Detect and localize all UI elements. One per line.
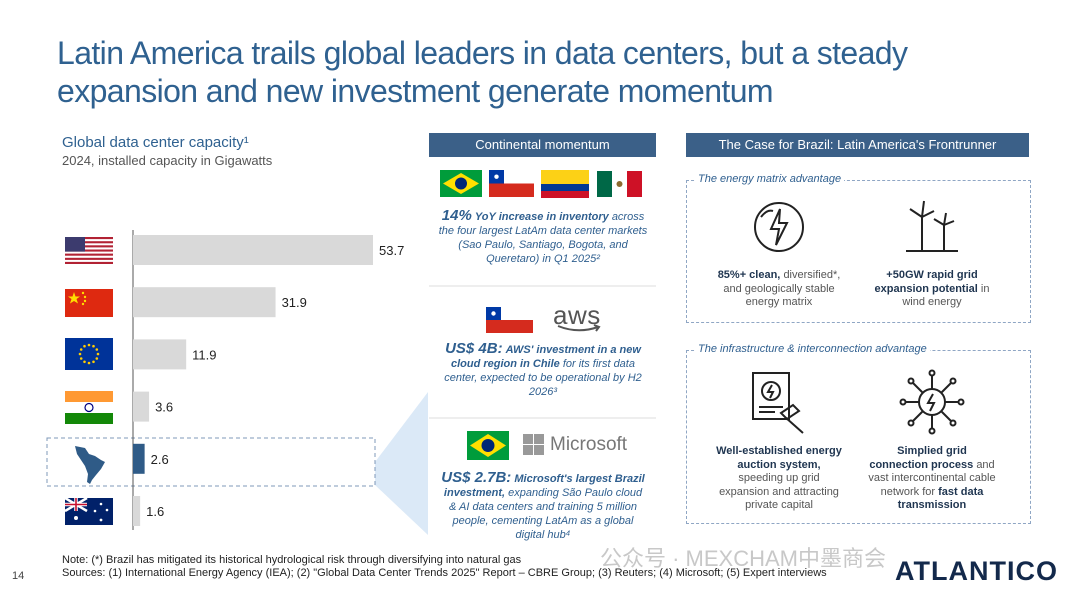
energy-icon bbox=[754, 202, 804, 252]
wind-icon bbox=[906, 200, 958, 252]
chart-title: Global data center capacity¹ bbox=[62, 134, 249, 151]
data-label: 3.6 bbox=[155, 400, 173, 415]
sources: Sources: (1) International Energy Agency… bbox=[62, 567, 827, 579]
watermark: 公众号 · MEXCHAM中墨商会 bbox=[600, 546, 887, 571]
bar bbox=[133, 235, 373, 265]
text: speeding up grid expansion and attractin… bbox=[719, 472, 839, 511]
flag-colombia bbox=[541, 170, 589, 198]
flag-india bbox=[65, 391, 113, 424]
panel-text: US$ 4B: AWS' investment in a new cloud r… bbox=[437, 340, 649, 399]
flag-eu bbox=[65, 338, 113, 370]
flag-china bbox=[65, 289, 113, 317]
text: diversified*, and geologically stable en… bbox=[723, 269, 841, 308]
box-label: The infrastructure & interconnection adv… bbox=[695, 343, 930, 355]
logo: ATLANTICO bbox=[895, 556, 1058, 586]
bold-text: fast data transmission bbox=[897, 485, 984, 512]
title-line: expansion and new investment generate mo… bbox=[57, 73, 774, 109]
connector bbox=[375, 392, 428, 535]
bar bbox=[133, 391, 150, 422]
data-label: 11.9 bbox=[192, 347, 216, 362]
text: in wind energy bbox=[902, 282, 990, 309]
advantage-box: The energy matrix advantage 85%+ clean, … bbox=[686, 173, 1031, 323]
data-label: 53.7 bbox=[379, 243, 404, 258]
panel-header: The Case for Brazil: Latin America's Fro… bbox=[686, 133, 1029, 157]
data-label: 31.9 bbox=[282, 295, 307, 310]
aws-logo: aws bbox=[553, 300, 601, 330]
chart: 53.7 31.9 11.9 3.6 2.6 1.6 bbox=[46, 230, 428, 535]
text: for its first data center, expected to b… bbox=[444, 358, 642, 398]
panel-header: Continental momentum bbox=[429, 133, 656, 157]
flags bbox=[429, 170, 656, 460]
data-label: 1.6 bbox=[146, 504, 164, 519]
lead: US$ 4B: bbox=[445, 340, 503, 357]
title-line: Latin America trails global leaders in d… bbox=[57, 35, 908, 71]
flag-chile bbox=[489, 170, 534, 197]
flag-brazil bbox=[440, 170, 482, 197]
bold-text: Simplied grid connection process bbox=[869, 445, 974, 471]
auction-icon bbox=[752, 372, 804, 434]
box-label: The energy matrix advantage bbox=[695, 173, 845, 185]
flag-latam bbox=[75, 446, 105, 484]
bold-text: AWS' investment in a new cloud region in… bbox=[451, 344, 641, 370]
bar bbox=[133, 443, 145, 474]
text: expanding São Paulo cloud & AI data cent… bbox=[449, 487, 643, 541]
panel-text: 14% YoY increase in inventory across the… bbox=[433, 207, 653, 266]
flag-mexico bbox=[597, 171, 642, 197]
bold-text: Well-established energy auction system, bbox=[716, 445, 842, 471]
microsoft-icon bbox=[523, 434, 544, 455]
advantage-text: 85%+ clean, diversified*, and geological… bbox=[714, 269, 844, 310]
network-icon bbox=[899, 369, 965, 435]
advantage-text: Well-established energy auction system, … bbox=[714, 445, 844, 513]
bold-text: Microsoft's largest Brazil investment, bbox=[443, 473, 645, 499]
flag-chile bbox=[486, 307, 533, 333]
flag-australia bbox=[64, 496, 113, 525]
aws-smile bbox=[557, 324, 601, 332]
bold-text: 85%+ clean, bbox=[717, 269, 781, 281]
bar bbox=[133, 339, 187, 370]
bold-text: +50GW rapid grid expansion potential bbox=[874, 269, 978, 295]
chart-subtitle: 2024, installed capacity in Gigawatts bbox=[62, 153, 273, 168]
panel-text: US$ 2.7B: Microsoft's largest Brazil inv… bbox=[440, 469, 646, 542]
advantage-text: Simplied grid connection process and vas… bbox=[867, 445, 997, 513]
bar bbox=[133, 496, 141, 526]
lead: US$ 2.7B: bbox=[441, 469, 512, 486]
bold-text: YoY increase in inventory bbox=[474, 211, 609, 223]
advantage-box: The infrastructure & interconnection adv… bbox=[686, 343, 1031, 524]
lead: 14% bbox=[441, 207, 472, 224]
footnote: Note: (*) Brazil has mitigated its histo… bbox=[62, 554, 522, 566]
page-number: 14 bbox=[12, 570, 25, 582]
text: and vast intercontinental cable network … bbox=[868, 458, 996, 498]
advantage-text: +50GW rapid grid expansion potential in … bbox=[867, 269, 997, 310]
bar bbox=[133, 287, 276, 318]
text: across the four largest LatAm data cente… bbox=[438, 211, 648, 265]
microsoft-logo: Microsoft bbox=[550, 434, 628, 455]
flag-us bbox=[65, 237, 113, 264]
title: Latin America trails global leaders in d… bbox=[57, 34, 908, 110]
flag-brazil bbox=[467, 431, 509, 460]
data-label: 2.6 bbox=[151, 452, 169, 467]
highlight-box bbox=[46, 437, 376, 487]
